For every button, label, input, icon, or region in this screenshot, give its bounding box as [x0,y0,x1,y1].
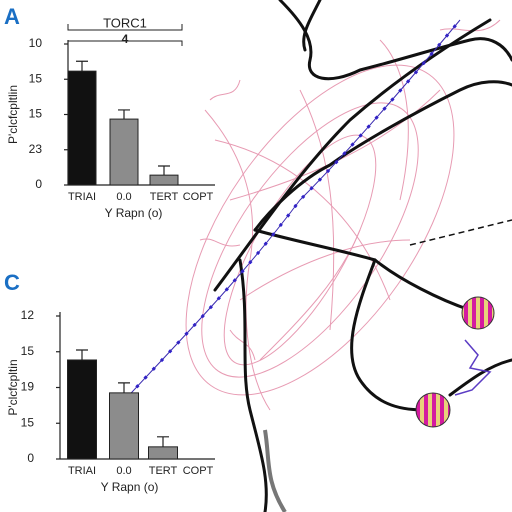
error-bar [76,60,88,72]
y-tick-label: 15 [21,415,35,429]
y-tick-label: 15 [21,344,35,358]
blue-line [119,19,461,406]
bar [109,118,139,186]
x-tick-label: COPT [183,191,214,203]
striped-node [415,392,451,428]
panel-label: A [4,4,20,29]
pink-network [185,19,501,411]
black-fibers [213,0,512,512]
error-bar [76,349,88,360]
annotation: TORC1 [103,15,147,30]
x-axis-label: Y Rapn (o) [101,480,159,494]
bar [148,446,178,460]
striped-node [461,296,495,330]
y-axis-label: P'clcfcpltin [6,359,20,415]
charts: A 0 23 15 15 10 P'clcfcpltlin Y Rapn (o) TRIAI 0.… [4,4,215,494]
error-bar [118,382,130,393]
x-axis-label: Y Rapn (o) [105,206,163,220]
y-tick-label: 15 [29,71,43,85]
x-tick-label: TERT [150,191,179,203]
annotation-value: 4 [122,32,129,46]
x-tick-label: 0.0 [116,191,131,203]
error-bar [157,436,169,447]
panel-label: C [4,270,20,295]
y-axis-label: P'clcfcpltlin [6,85,20,144]
y-tick-label: 15 [29,107,43,121]
error-bar [158,165,170,176]
bracket [67,24,183,46]
bar [67,70,97,186]
y-tick-label: 10 [29,36,43,50]
bar [149,174,179,186]
y-tick-label: 12 [21,308,35,322]
y-tick-label: 23 [29,142,43,156]
x-tick-label: 0.0 [116,465,131,477]
y-tick-label: 19 [21,380,35,394]
illustration [118,0,512,512]
x-tick-label: COPT [183,465,214,477]
purple-link [454,339,492,396]
error-bar [118,109,130,120]
bar [109,392,139,460]
x-tick-label: TRIAI [68,465,96,477]
x-tick-label: TRIAI [68,191,96,203]
x-tick-label: TERT [149,465,178,477]
gray-fiber [263,429,287,512]
bar [67,359,97,460]
dashed-line [409,219,512,246]
y-tick-label: 0 [35,177,42,191]
y-tick-label: 0 [27,451,34,465]
